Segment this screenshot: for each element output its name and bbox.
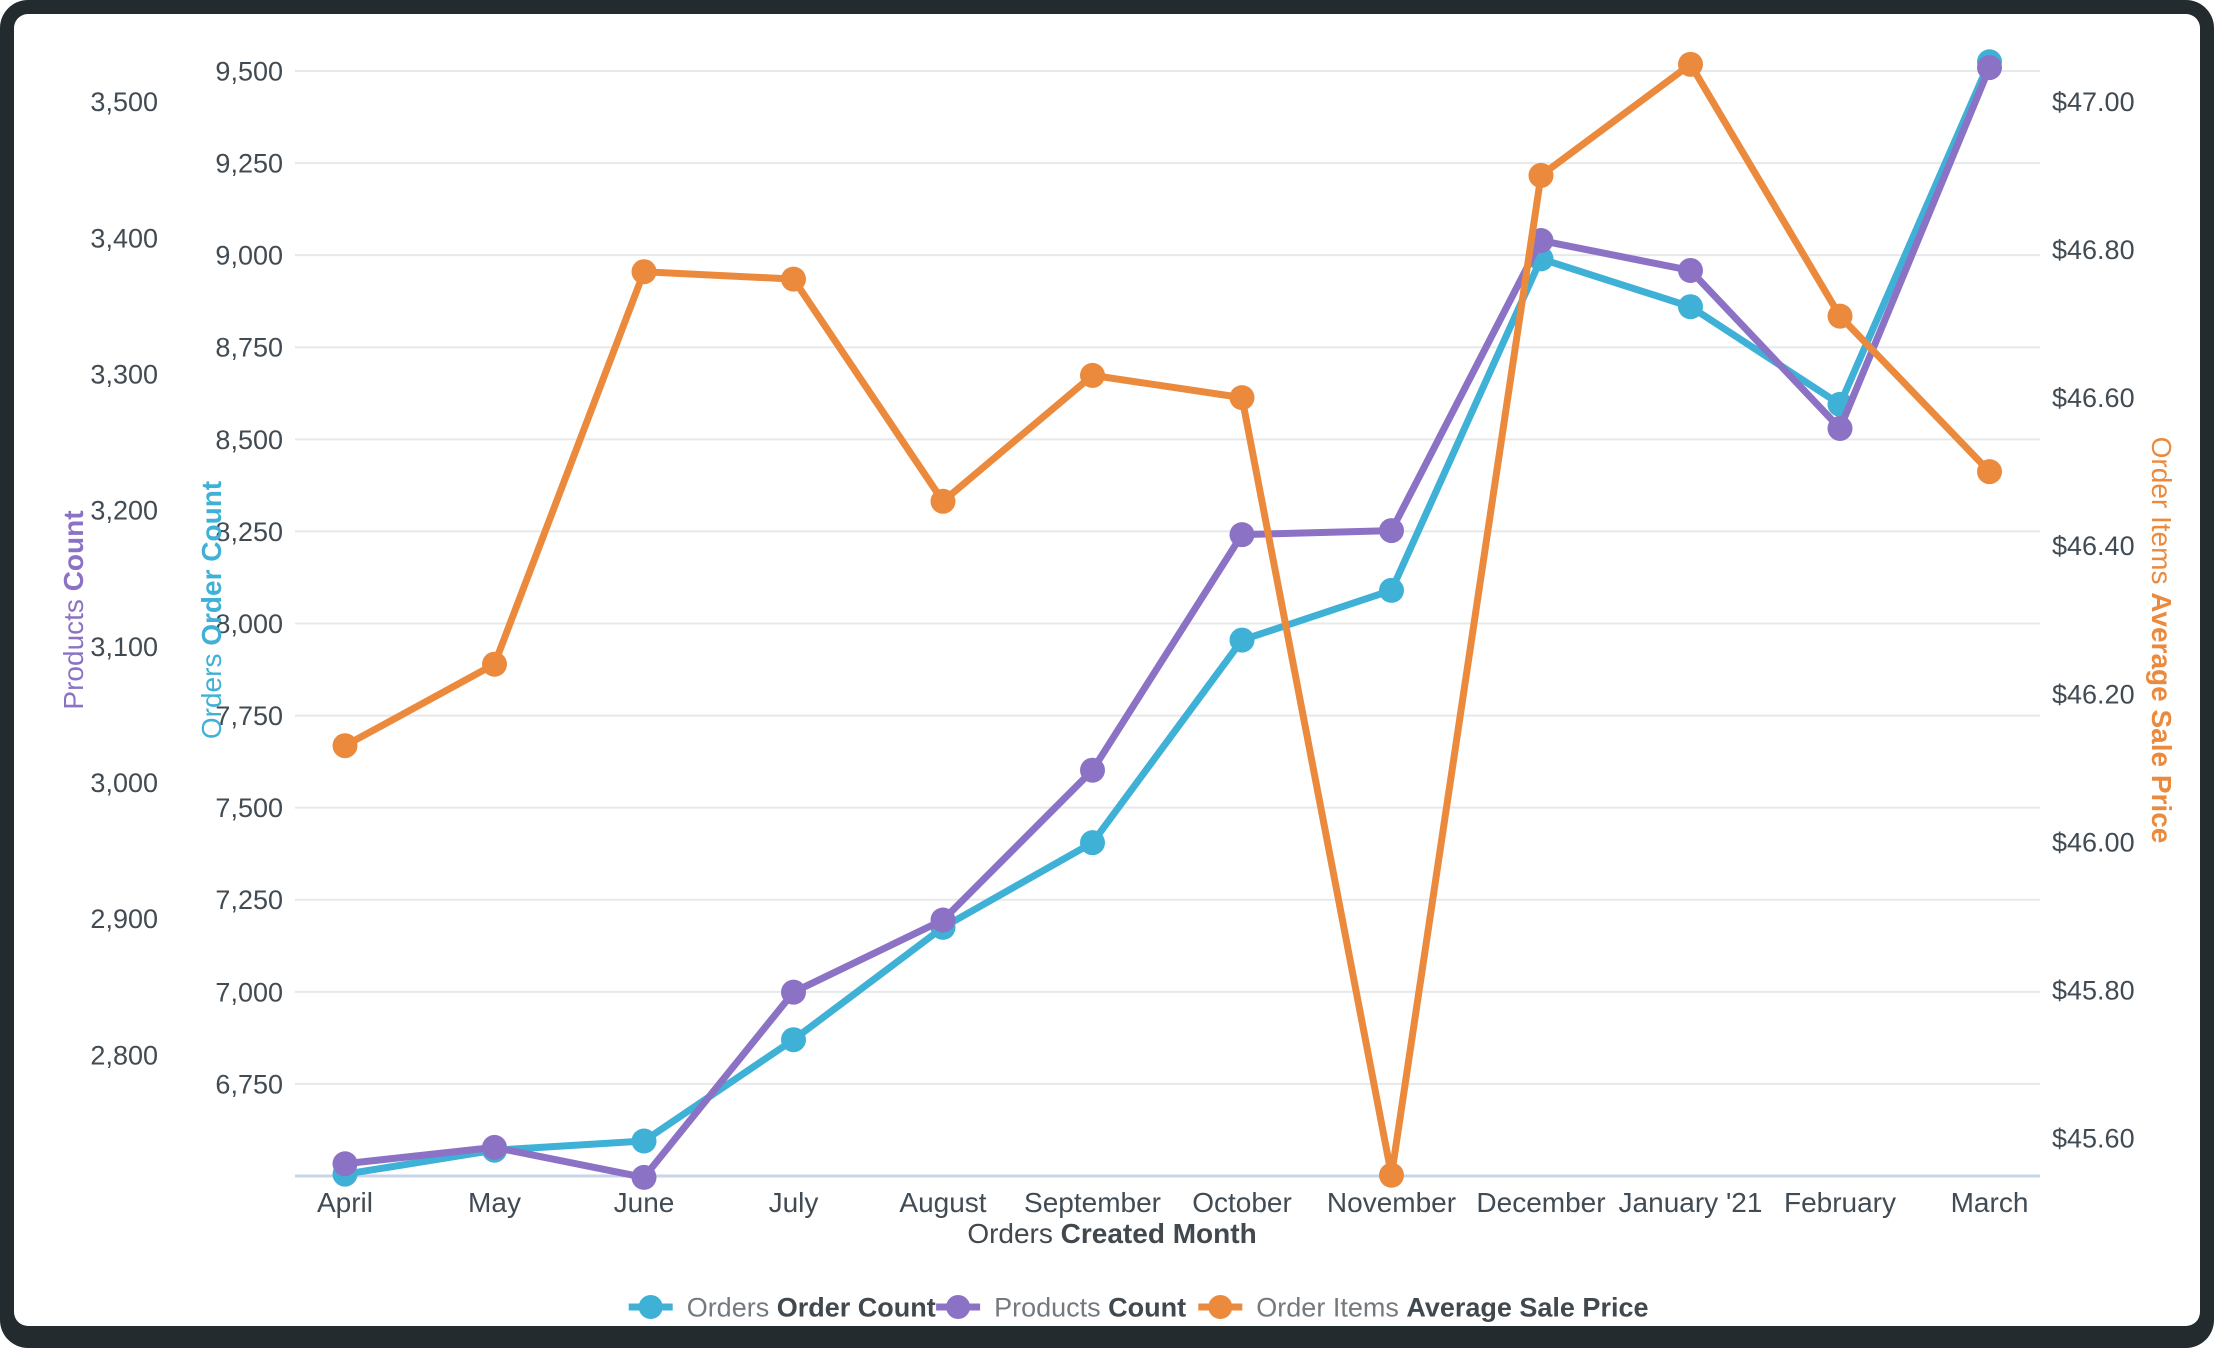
data-point-products-count[interactable] — [1080, 757, 1105, 783]
y-axis-tick-orders: 8,250 — [215, 517, 283, 547]
legend-item-products-count[interactable]: Products Count — [936, 1292, 1186, 1322]
products-axis-title: Products Count — [58, 510, 89, 709]
data-point-products-count[interactable] — [1379, 518, 1404, 544]
y-axis-tick-products: 3,200 — [90, 496, 158, 526]
y-axis-tick-products: 3,400 — [90, 223, 158, 253]
y-axis-tick-orders: 9,250 — [215, 149, 283, 179]
data-point-products-count[interactable] — [1229, 522, 1255, 548]
y-axis-tick-products: 2,800 — [90, 1040, 158, 1070]
data-point-order-items-average-sale-price[interactable] — [1678, 51, 1703, 77]
y-axis-tick-price: $46.00 — [2052, 827, 2135, 857]
y-axis-tick-products: 3,100 — [90, 632, 158, 662]
data-point-orders-order-count[interactable] — [1678, 294, 1703, 320]
data-point-orders-order-count[interactable] — [1229, 627, 1255, 653]
price-axis-title: Order Items Average Sale Price — [2146, 437, 2177, 844]
data-point-order-items-average-sale-price[interactable] — [781, 266, 806, 292]
y-axis-tick-orders: 8,000 — [215, 609, 283, 639]
data-point-orders-order-count[interactable] — [1379, 577, 1404, 603]
legend-item-order-items-average-sale-price[interactable]: Order Items Average Sale Price — [1198, 1292, 1648, 1322]
y-axis-tick-price: $47.00 — [2052, 87, 2135, 117]
data-point-order-items-average-sale-price[interactable] — [1379, 1162, 1404, 1188]
data-point-products-count[interactable] — [1827, 415, 1853, 441]
x-axis-label: January '21 — [1619, 1187, 1763, 1218]
x-axis-label: July — [769, 1187, 819, 1218]
y-axis-tick-orders: 8,500 — [215, 425, 283, 455]
legend-label: Products Count — [994, 1292, 1186, 1322]
y-axis-tick-products: 2,900 — [90, 904, 158, 934]
x-axis-label: October — [1192, 1187, 1292, 1218]
data-point-order-items-average-sale-price[interactable] — [1977, 459, 2002, 485]
y-axis-tick-products: 3,500 — [90, 87, 158, 117]
x-axis-label: November — [1327, 1187, 1456, 1218]
data-point-order-items-average-sale-price[interactable] — [1229, 385, 1255, 411]
legend-marker-dot — [1208, 1295, 1233, 1319]
x-axis-label: August — [899, 1187, 986, 1218]
y-axis-tick-orders: 9,000 — [215, 241, 283, 271]
y-axis-tick-orders: 9,500 — [215, 56, 283, 86]
data-point-order-items-average-sale-price[interactable] — [1528, 162, 1554, 188]
legend-label: Order Items Average Sale Price — [1256, 1292, 1648, 1322]
data-point-products-count[interactable] — [482, 1134, 507, 1160]
y-axis-tick-price: $45.80 — [2052, 976, 2135, 1006]
y-axis-tick-price: $46.20 — [2052, 679, 2135, 709]
y-axis-tick-products: 3,300 — [90, 359, 158, 389]
data-point-products-count[interactable] — [781, 979, 806, 1005]
x-axis-label: December — [1476, 1187, 1605, 1218]
x-axis-title: Orders Created Month — [967, 1218, 1256, 1249]
data-point-order-items-average-sale-price[interactable] — [631, 259, 657, 285]
x-axis-label: September — [1024, 1187, 1161, 1218]
data-point-products-count[interactable] — [930, 907, 956, 933]
series-line-order-items-average-sale-price[interactable] — [341, 60, 1993, 1179]
y-axis-tick-orders: 7,750 — [215, 701, 283, 731]
data-point-orders-order-count[interactable] — [1080, 830, 1105, 856]
data-point-order-items-average-sale-price[interactable] — [1080, 362, 1105, 388]
series-line-orders-order-count[interactable] — [341, 58, 1993, 1178]
y-axis-tick-price: $45.60 — [2052, 1124, 2135, 1154]
y-axis-tick-orders: 7,500 — [215, 793, 283, 823]
y-axis-tick-orders: 6,750 — [215, 1069, 283, 1099]
y-axis-tick-products: 3,000 — [90, 768, 158, 798]
legend-label: Orders Order Count — [687, 1292, 936, 1322]
y-axis-tick-orders: 7,000 — [215, 977, 283, 1007]
x-axis-label: March — [1951, 1187, 2029, 1218]
x-axis-label: June — [614, 1187, 675, 1218]
series-line-products-count[interactable] — [341, 64, 1993, 1181]
x-axis-label: April — [317, 1187, 373, 1218]
y-axis-tick-price: $46.60 — [2052, 383, 2135, 413]
legend-marker-dot — [946, 1295, 971, 1319]
data-point-orders-order-count[interactable] — [781, 1027, 806, 1053]
x-axis-label: February — [1784, 1187, 1896, 1218]
orders-axis-title: Orders Order Count — [196, 481, 227, 739]
y-axis-tick-orders: 8,750 — [215, 333, 283, 363]
legend-marker-dot — [638, 1295, 663, 1319]
data-point-products-count[interactable] — [1678, 257, 1703, 283]
data-point-orders-order-count[interactable] — [631, 1128, 657, 1154]
data-point-order-items-average-sale-price[interactable] — [482, 651, 507, 677]
data-point-order-items-average-sale-price[interactable] — [1827, 303, 1853, 329]
data-point-products-count[interactable] — [332, 1151, 358, 1177]
data-point-order-items-average-sale-price[interactable] — [332, 733, 358, 759]
x-axis-label: May — [468, 1187, 521, 1218]
y-axis-tick-orders: 7,250 — [215, 885, 283, 915]
chart-card — [14, 14, 2200, 1326]
data-point-order-items-average-sale-price[interactable] — [930, 488, 956, 514]
y-axis-tick-price: $46.80 — [2052, 235, 2135, 265]
data-point-products-count[interactable] — [631, 1164, 657, 1190]
data-point-products-count[interactable] — [1977, 55, 2002, 81]
legend-item-orders-order-count[interactable]: Orders Order Count — [628, 1292, 936, 1322]
y-axis-tick-price: $46.40 — [2052, 531, 2135, 561]
